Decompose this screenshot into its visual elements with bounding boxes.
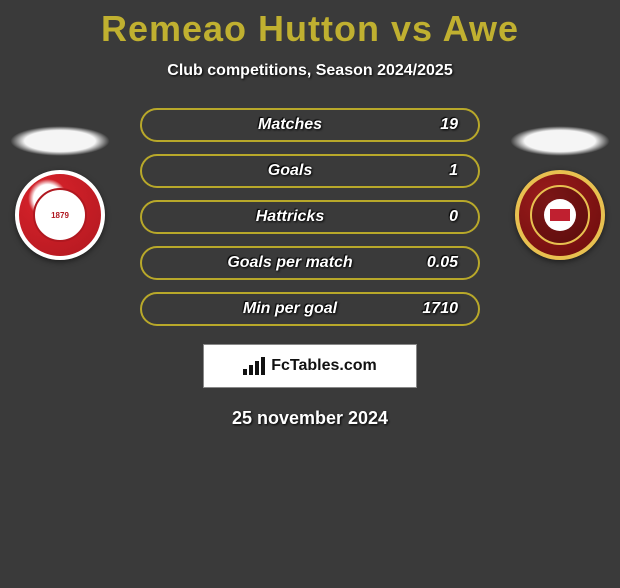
stat-label: Goals per match [162, 254, 418, 272]
stat-row-goals: Goals 1 [140, 154, 480, 188]
oval-shadow [510, 126, 610, 156]
oval-shadow [10, 126, 110, 156]
bar-chart-icon [243, 357, 265, 375]
fctables-watermark: FcTables.com [203, 344, 417, 388]
stat-label: Hattricks [162, 208, 418, 226]
stat-value: 1710 [418, 300, 458, 318]
badge-inner-shape [550, 209, 570, 221]
stat-value: 1 [418, 162, 458, 180]
left-team-block [10, 126, 110, 260]
accrington-badge-icon [515, 170, 605, 260]
stat-value: 19 [418, 116, 458, 134]
stat-label: Goals [162, 162, 418, 180]
stat-label: Matches [162, 116, 418, 134]
stat-value: 0.05 [418, 254, 458, 272]
watermark-text: FcTables.com [271, 357, 377, 375]
stat-label: Min per goal [162, 300, 418, 318]
date-text: 25 november 2024 [0, 408, 620, 429]
stat-row-min-per-goal: Min per goal 1710 [140, 292, 480, 326]
swindon-badge-icon [15, 170, 105, 260]
subtitle: Club competitions, Season 2024/2025 [0, 62, 620, 80]
stat-row-goals-per-match: Goals per match 0.05 [140, 246, 480, 280]
page-title: Remeao Hutton vs Awe [0, 8, 620, 50]
stat-value: 0 [418, 208, 458, 226]
right-team-block [510, 126, 610, 260]
stat-row-hattricks: Hattricks 0 [140, 200, 480, 234]
stat-row-matches: Matches 19 [140, 108, 480, 142]
